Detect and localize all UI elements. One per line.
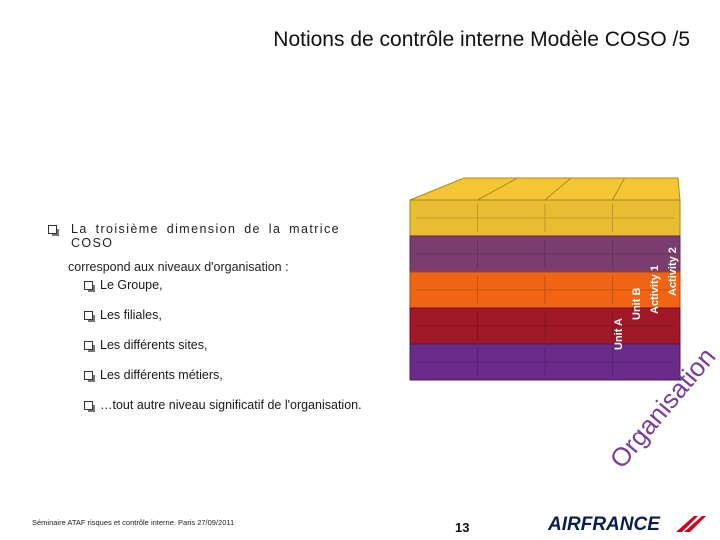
- page-number: 13: [455, 520, 470, 535]
- footer-seminar-text: Séminaire ATAF risques et contrôle inter…: [32, 518, 235, 527]
- cube-side-label: Activity 2: [667, 247, 679, 296]
- organisation-levels-list: Le Groupe, Les filiales, Les différents …: [84, 270, 362, 420]
- cube-top-face: [409, 177, 681, 201]
- level-label: Le Groupe,: [100, 278, 163, 292]
- cube-grid-line: [544, 177, 572, 201]
- svg-text:AIRFRANCE: AIRFRANCE: [548, 514, 661, 535]
- square-bullet-icon: [84, 400, 95, 412]
- list-item: Le Groupe,: [84, 270, 362, 300]
- square-bullet-icon: [84, 280, 95, 292]
- cube-side-label: Unit A: [613, 318, 625, 350]
- square-bullet-icon: [84, 370, 95, 382]
- airfrance-logo: AIRFRANCE: [548, 514, 706, 535]
- intro-line-1: La troisième dimension de la matrice COS…: [71, 222, 340, 250]
- level-label: Les différents sites,: [100, 338, 208, 352]
- intro-line-2: correspond aux niveaux d'organisation :: [68, 260, 289, 274]
- cube-side-label: Unit B: [631, 288, 643, 320]
- page-title: Notions de contrôle interne Modèle COSO …: [273, 28, 690, 51]
- cube-grid-line: [477, 177, 518, 201]
- square-bullet-icon: [84, 310, 95, 322]
- list-item: …tout autre niveau significatif de l'org…: [84, 390, 362, 420]
- cube-side-label: Activity 1: [649, 265, 661, 314]
- level-label: …tout autre niveau significatif de l'org…: [100, 398, 362, 412]
- list-item: Les différents sites,: [84, 330, 362, 360]
- intro-text: La troisième dimension de la matrice COS…: [48, 222, 388, 274]
- level-label: Les différents métiers,: [100, 368, 223, 382]
- list-item: Les filiales,: [84, 300, 362, 330]
- list-item: Les différents métiers,: [84, 360, 362, 390]
- cube-grid-line: [612, 177, 625, 201]
- level-label: Les filiales,: [100, 308, 162, 322]
- square-bullet-icon: [84, 340, 95, 352]
- square-bullet-icon: [48, 225, 59, 236]
